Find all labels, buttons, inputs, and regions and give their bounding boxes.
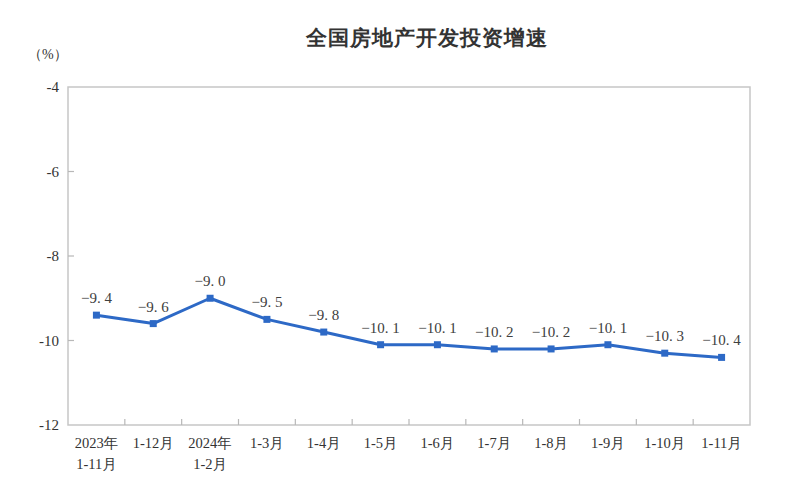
y-tick-label: -6 [47, 164, 60, 180]
data-point-label: −10. 3 [646, 328, 684, 344]
x-tick-label: 1-7月 [477, 435, 511, 451]
data-point-marker [661, 350, 668, 357]
x-tick-label: 1-3月 [250, 435, 284, 451]
data-point-label: −10. 1 [418, 320, 456, 336]
line-chart: -4 -6 -8 -10 -12 2023年1-11月 1-12月 2024年1-2月 1-3月… [0, 0, 800, 500]
plot-border [68, 87, 750, 425]
data-point-marker [548, 345, 555, 352]
y-tick-label: -10 [39, 333, 59, 349]
data-point-label: −9. 8 [308, 307, 339, 323]
data-point-marker [718, 354, 725, 361]
data-point-label: −10. 1 [589, 320, 627, 336]
y-tick-label: -8 [47, 248, 60, 264]
y-tick-label: -12 [39, 417, 59, 433]
x-tick-label: 1-8月 [534, 435, 568, 451]
data-point-marker [491, 345, 498, 352]
chart-page: 全国房地产开发投资增速 （%） -4-6-8-10-122023年1-11月1-… [0, 0, 800, 500]
data-point-marker [150, 320, 157, 327]
data-point-label: −9. 0 [195, 273, 226, 289]
data-point-label: −10. 4 [702, 332, 741, 348]
x-tick-label: 1-4月 [307, 435, 341, 451]
data-point-label: −9. 5 [251, 294, 282, 310]
data-point-marker [263, 316, 270, 323]
x-tick-label: 1-11月 [701, 435, 742, 451]
x-tick-label: 2024年1-2月 [188, 435, 232, 472]
x-tick-label: 1-5月 [364, 435, 398, 451]
x-tick-label: 1-12月 [133, 435, 174, 451]
y-tick-label: -4 [47, 79, 60, 95]
x-tick-label: 1-9月 [591, 435, 625, 451]
data-point-marker [93, 312, 100, 319]
data-point-label: −10. 2 [475, 324, 513, 340]
x-tick-label: 1-10月 [644, 435, 685, 451]
data-point-label: −9. 6 [138, 299, 169, 315]
data-point-marker [320, 329, 327, 336]
data-point-label: −10. 2 [532, 324, 570, 340]
data-point-marker [604, 341, 611, 348]
series-line [96, 298, 721, 357]
x-tick-label: 1-6月 [420, 435, 454, 451]
data-point-marker [207, 295, 214, 302]
data-point-label: −10. 1 [361, 320, 399, 336]
data-point-label: −9. 4 [81, 290, 112, 306]
data-point-marker [377, 341, 384, 348]
data-point-marker [434, 341, 441, 348]
x-tick-label: 2023年1-11月 [75, 435, 119, 472]
